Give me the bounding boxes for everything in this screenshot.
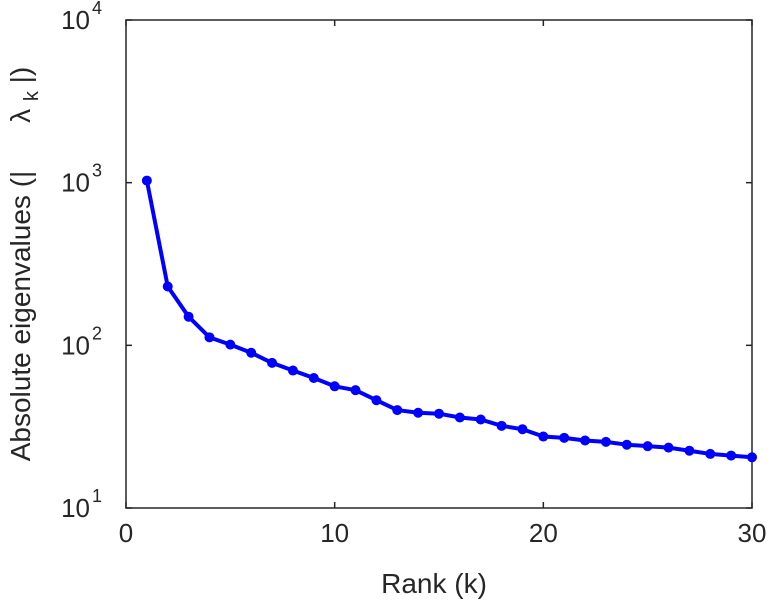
data-point xyxy=(517,424,528,435)
data-point xyxy=(726,450,737,461)
data-point xyxy=(225,339,236,350)
data-point xyxy=(475,414,486,425)
data-point xyxy=(621,439,632,450)
data-point xyxy=(267,357,278,368)
y-axis-label-text: Absolute eigenvalues (| λ k |) xyxy=(5,67,44,462)
y-tick-label-exponent: 4 xyxy=(92,0,102,18)
data-point xyxy=(747,452,757,463)
y-axis-label-symbol: λ xyxy=(5,109,36,123)
y-tick-label-base: 10 xyxy=(61,168,90,198)
data-point xyxy=(600,436,611,447)
data-point xyxy=(308,372,319,383)
y-axis-label-subscript: k xyxy=(21,90,43,101)
y-tick-label-exponent: 3 xyxy=(92,161,102,181)
data-point xyxy=(392,405,403,416)
x-tick-label: 10 xyxy=(320,518,349,548)
data-point xyxy=(329,381,340,392)
data-point xyxy=(496,420,507,431)
y-tick-label-base: 10 xyxy=(61,5,90,35)
data-point xyxy=(705,448,716,459)
plot-area xyxy=(125,19,753,509)
x-tick-label: 30 xyxy=(738,518,767,548)
y-axis-label-suffix: |) xyxy=(5,67,36,84)
y-tick-label-exponent: 1 xyxy=(92,486,102,506)
y-tick-label-exponent: 2 xyxy=(92,323,102,343)
data-point xyxy=(580,435,591,446)
data-point xyxy=(246,347,257,358)
data-point xyxy=(371,395,382,406)
data-point xyxy=(162,281,173,292)
y-axis-label: Absolute eigenvalues (| λ k |) xyxy=(5,67,44,462)
y-axis-label-main: Absolute eigenvalues (| xyxy=(5,171,36,462)
data-point xyxy=(434,408,444,419)
y-tick-label-base: 10 xyxy=(61,330,90,360)
x-axis-label: Rank (k) xyxy=(381,568,487,599)
x-axis-ticks: 0 10 20 30 xyxy=(119,20,767,548)
y-tick-label-base: 10 xyxy=(61,493,90,523)
data-point xyxy=(183,311,194,322)
data-point xyxy=(684,445,695,456)
data-point xyxy=(287,365,298,376)
data-point xyxy=(350,385,361,396)
data-point xyxy=(559,432,570,443)
data-point xyxy=(413,407,424,418)
series-group xyxy=(141,175,757,463)
data-point xyxy=(204,332,215,343)
data-point xyxy=(642,441,653,452)
data-point xyxy=(538,431,549,442)
data-point xyxy=(663,442,674,453)
data-point xyxy=(454,412,465,423)
data-point xyxy=(141,175,152,186)
x-tick-label: 20 xyxy=(529,518,558,548)
x-tick-label: 0 xyxy=(119,518,133,548)
